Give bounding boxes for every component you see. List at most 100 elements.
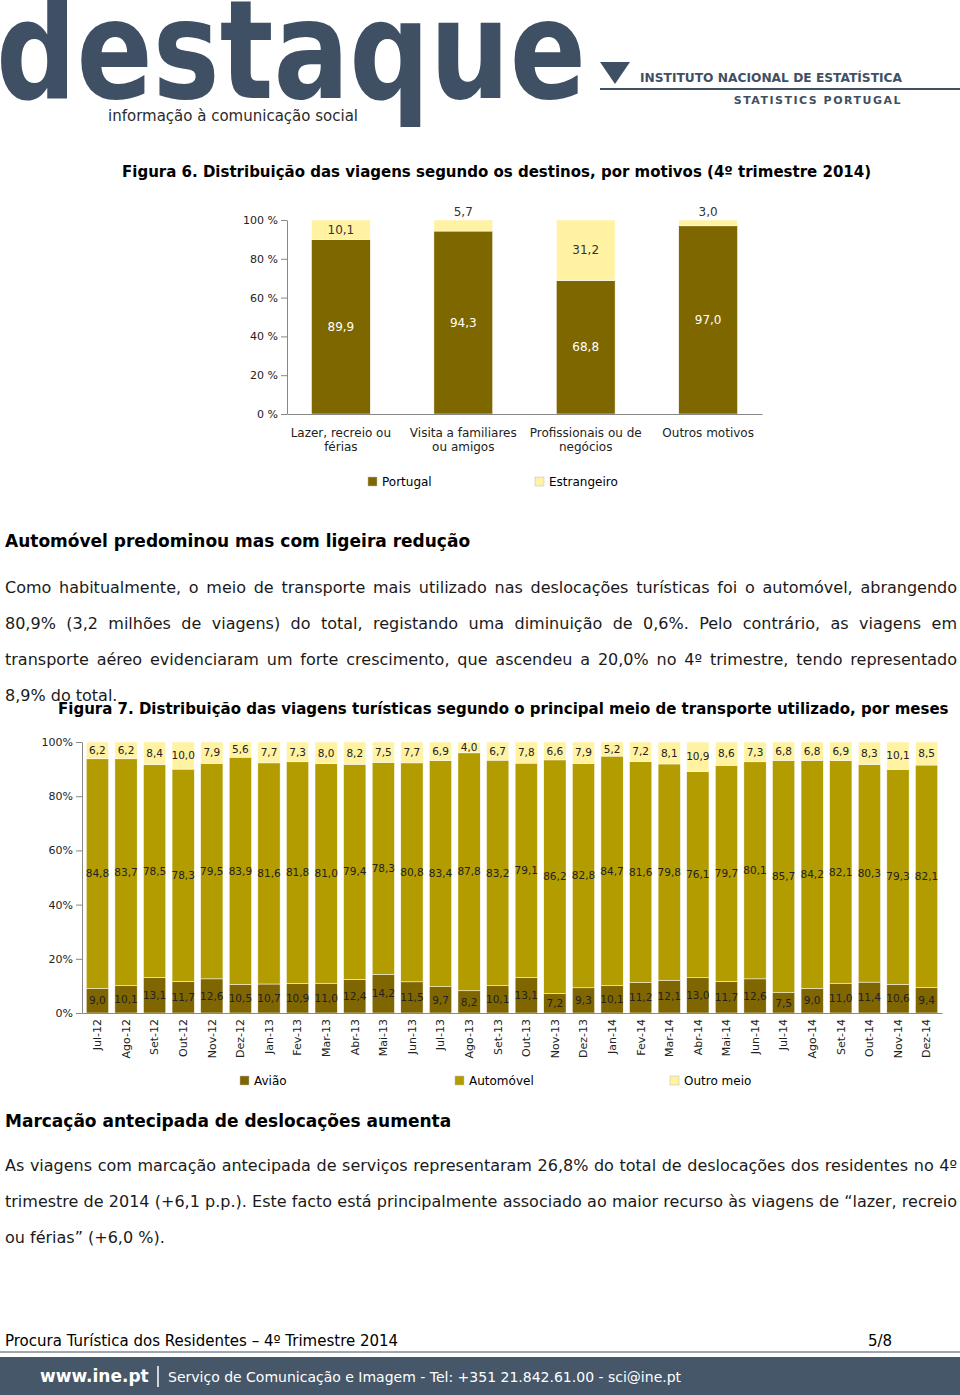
legend-swatch: [240, 1076, 249, 1085]
tick-label: Mai-14: [720, 1019, 733, 1056]
data-label: 3,0: [699, 205, 718, 219]
footer-separator: [157, 1366, 159, 1387]
chart-title: Figura 7. Distribuição das viagens turís…: [58, 700, 949, 718]
data-label: 8,6: [718, 747, 735, 759]
bar: [630, 762, 652, 983]
data-label: 8,5: [918, 747, 935, 759]
data-label: 11,5: [400, 991, 423, 1003]
tick-label: Set-13: [492, 1019, 505, 1055]
legend-swatch: [535, 477, 544, 486]
data-label: 7,5: [775, 997, 792, 1009]
data-label: 5,2: [604, 743, 621, 755]
data-labels: 89,994,368,897,010,15,731,23,0: [328, 205, 722, 354]
legend: PortugalEstrangeiro: [368, 475, 618, 489]
tick-label: 20 %: [250, 369, 278, 382]
tick: Abr-13: [349, 1013, 362, 1055]
bar: [311, 220, 370, 240]
bar: [515, 977, 537, 1013]
tick-label: Set-12: [148, 1019, 161, 1055]
data-label: 12,4: [343, 990, 367, 1002]
tick: 100 %: [243, 214, 287, 227]
tick: Outros motivos: [662, 414, 754, 440]
legend-swatch: [368, 477, 377, 486]
tick-mark: [281, 375, 287, 376]
bar: [86, 742, 108, 759]
data-label: 11,7: [715, 991, 738, 1003]
bar: [687, 978, 709, 1013]
bar: [715, 765, 737, 981]
bar: [772, 993, 794, 1013]
axis-line: [82, 743, 83, 1014]
bar: [715, 981, 737, 1013]
bar: [429, 987, 451, 1013]
bar: [311, 240, 370, 414]
tagline: informação à comunicação social: [108, 107, 358, 125]
bar: [201, 763, 223, 978]
bar: [201, 742, 223, 763]
bar: [601, 756, 623, 986]
bar: [172, 769, 194, 981]
tick: Nov-14: [892, 1013, 905, 1058]
y-axis: 0 %20 %40 %60 %80 %100 %: [243, 214, 287, 421]
tick: 60%: [49, 844, 82, 857]
tick: Jan-13: [263, 1013, 276, 1055]
tick: Fev-13: [291, 1013, 304, 1056]
data-label: 6,7: [489, 745, 506, 757]
tick: Mar-13: [320, 1013, 333, 1057]
data-label: 78,3: [372, 862, 395, 874]
header-rule: [600, 88, 960, 90]
bar: [258, 984, 280, 1013]
data-label: 12,6: [200, 990, 224, 1002]
paragraph: Como habitualmente, o meio de transporte…: [5, 570, 957, 714]
chart: Figura 6. Distribuição das viagens segun…: [122, 163, 871, 489]
tick-label: Dez-12: [234, 1019, 247, 1058]
data-label: 7,8: [518, 746, 535, 758]
data-label: 7,3: [747, 746, 764, 758]
tick-label: Out-12: [177, 1019, 190, 1057]
bar: [630, 983, 652, 1013]
data-label: 10,9: [286, 992, 309, 1004]
tick-mark: [76, 959, 82, 960]
tick: Nov-12: [206, 1013, 219, 1058]
tick-mark: [281, 298, 287, 299]
bar: [715, 742, 737, 765]
bar: [143, 742, 165, 765]
data-label: 86,2: [543, 870, 566, 882]
x-axis: Jul-12Ago-12Set-12Out-12Nov-12Dez-12Jan-…: [83, 1013, 943, 1058]
tick: Mai-13: [377, 1013, 390, 1056]
tick: Dez-13: [577, 1013, 590, 1058]
bar: [858, 982, 880, 1013]
data-label: 82,1: [915, 870, 938, 882]
bar: [801, 742, 823, 760]
data-label: 9,3: [575, 994, 592, 1006]
data-label: 10,6: [886, 992, 910, 1004]
tick-label: 40%: [49, 899, 73, 912]
tick-mark: [76, 742, 82, 743]
bar: [315, 764, 337, 984]
data-label: 9,7: [432, 994, 449, 1006]
tick-label: Fev-13: [291, 1019, 304, 1056]
tick: Dez-14: [920, 1013, 933, 1058]
data-label: 6,9: [432, 745, 449, 757]
data-label: 7,9: [575, 746, 592, 758]
bar: [229, 757, 251, 984]
tick: Abr-14: [692, 1013, 705, 1055]
tick-label: 0 %: [257, 408, 278, 421]
tick: 40%: [49, 899, 82, 912]
tick: Set-13: [492, 1013, 505, 1055]
data-label: 81,0: [314, 867, 337, 879]
tick: Out-14: [863, 1013, 876, 1057]
bar: [830, 983, 852, 1013]
tick-label: Ago-14: [806, 1019, 819, 1058]
tick-label: Fev-14: [635, 1019, 648, 1056]
tick-label: Nov-12: [206, 1019, 219, 1058]
bar: [679, 220, 738, 226]
bar: [744, 742, 766, 762]
x-axis: Lazer, recreio oufériasVisita a familiar…: [288, 414, 763, 454]
tick-label: Jan-14: [606, 1019, 619, 1055]
bar: [143, 977, 165, 1013]
tick-mark: [281, 259, 287, 260]
data-label: 6,2: [89, 744, 106, 756]
data-label: 82,8: [572, 869, 595, 881]
data-label: 79,3: [886, 870, 909, 882]
